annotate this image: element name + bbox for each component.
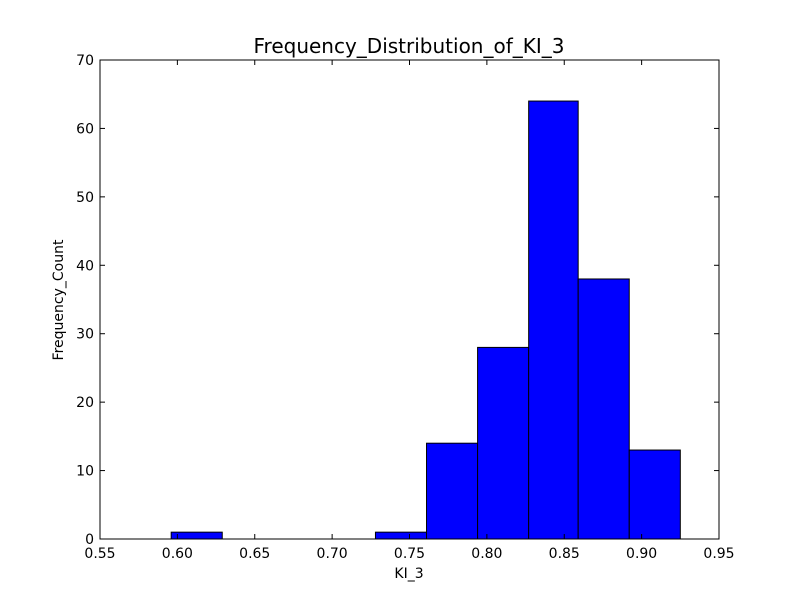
x-tick-label-3: 0.70 [317,546,348,562]
x-tick-label-1: 0.60 [162,546,193,562]
x-tick-label-2: 0.65 [239,546,270,562]
plot-frame [99,59,720,540]
x-tick-label-7: 0.90 [626,546,657,562]
histogram-bar-7 [528,100,579,540]
histogram-bar-6 [477,346,530,540]
histogram-bar-8 [577,278,630,540]
y-tick-label-4: 40 [76,258,94,274]
x-tick-label-6: 0.85 [549,546,580,562]
x-axis-label: KI_3 [394,566,423,582]
y-tick-label-5: 50 [76,190,94,206]
y-tick-label-2: 20 [76,395,94,411]
bars-layer [170,100,681,540]
x-tick-label-8: 0.95 [703,546,734,562]
y-tick-label-0: 0 [85,532,94,548]
chart-title: Frequency_Distribution_of_KI_3 [253,34,564,58]
x-tick-label-4: 0.75 [394,546,425,562]
y-tick-label-1: 10 [76,464,94,480]
histogram-bar-4 [374,531,428,540]
histogram-bar-5 [426,442,479,540]
y-axis-label: Frequency_Count [51,239,67,360]
x-tick-label-0: 0.55 [84,546,115,562]
y-tick-label-7: 70 [76,53,94,69]
histogram-bar-0 [170,531,223,540]
y-tick-label-6: 60 [76,121,94,137]
histogram-bar-9 [628,449,681,540]
x-tick-label-5: 0.80 [471,546,502,562]
y-tick-label-3: 30 [76,327,94,343]
ticks-layer: 0.55 0.60 0.65 0.70 0.75 0.80 0.85 0.90 0.95 0 10 2… [76,53,734,562]
